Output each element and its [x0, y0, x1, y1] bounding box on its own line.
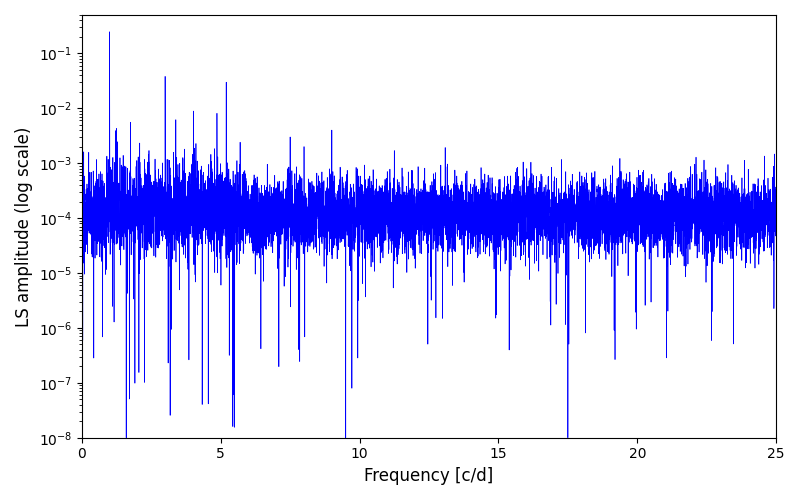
- Y-axis label: LS amplitude (log scale): LS amplitude (log scale): [15, 126, 33, 326]
- X-axis label: Frequency [c/d]: Frequency [c/d]: [364, 467, 494, 485]
